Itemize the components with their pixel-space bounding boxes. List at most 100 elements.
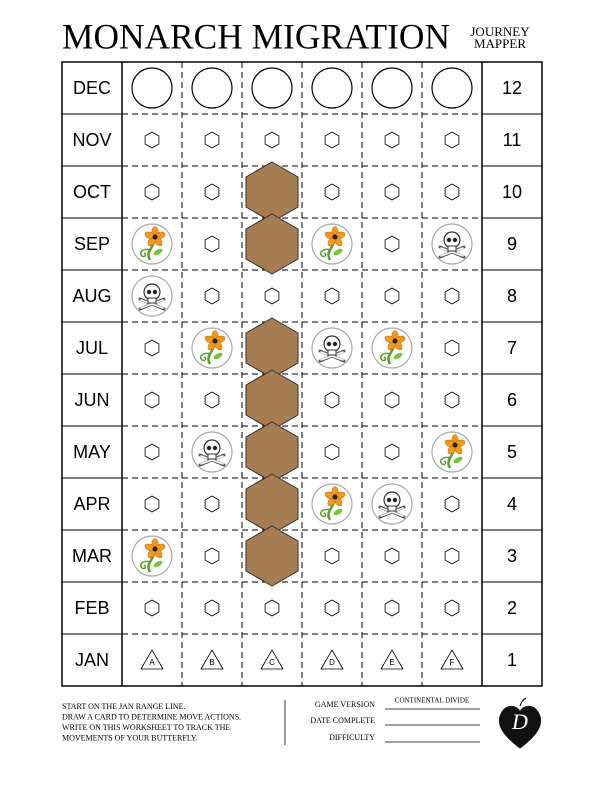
column-letter: E	[389, 658, 394, 667]
destination-circle	[251, 67, 293, 109]
skull-eye	[386, 497, 392, 503]
skull-token	[431, 223, 473, 265]
hex-space	[444, 495, 460, 513]
flower-center	[152, 546, 158, 552]
path-hex	[245, 473, 299, 535]
skull-token	[131, 275, 173, 317]
flower-center	[332, 234, 338, 240]
skull-eye	[146, 289, 152, 295]
row-number: 4	[507, 494, 517, 514]
row-number: 6	[507, 390, 517, 410]
column-letter: D	[329, 658, 335, 667]
month-label: NOV	[72, 130, 111, 150]
hex-space	[204, 235, 220, 253]
start-triangle	[260, 649, 284, 670]
leaf	[153, 248, 163, 256]
leaf	[213, 352, 223, 360]
month-label: JAN	[75, 650, 109, 670]
destination-circle	[131, 67, 173, 109]
column-letter: B	[209, 658, 214, 667]
hex-space	[324, 443, 340, 461]
skull-jaw	[147, 297, 157, 304]
hex-space	[444, 287, 460, 305]
column-letter: A	[149, 658, 155, 667]
hex-space	[444, 547, 460, 565]
destination-circle	[311, 67, 353, 109]
path-hex	[245, 421, 299, 483]
month-label: JUL	[76, 338, 108, 358]
subtitle: JOURNEY	[470, 24, 530, 39]
vine	[379, 352, 391, 362]
flower-token	[131, 535, 173, 577]
flower-token	[311, 223, 353, 265]
flower-center	[332, 494, 338, 500]
hex-space	[204, 287, 220, 305]
row-number: 5	[507, 442, 517, 462]
hex-space	[384, 599, 400, 617]
hex-space	[324, 599, 340, 617]
instruction-line: START ON THE JAN RANGE LINE.	[62, 702, 185, 711]
leaf	[453, 456, 463, 464]
bone	[380, 507, 404, 517]
bone	[440, 247, 464, 257]
skull-eye	[446, 237, 452, 243]
row-number: 9	[507, 234, 517, 254]
row-number: 7	[507, 338, 517, 358]
field-label: DIFFICULTY	[329, 733, 375, 742]
column-letter: F	[450, 658, 455, 667]
row-number: 2	[507, 598, 517, 618]
hex-space	[264, 287, 280, 305]
instruction-line: WRITE ON THIS WORKSHEET TO TRACK THE	[62, 723, 230, 732]
skull-eye	[212, 445, 218, 451]
start-triangle	[380, 649, 404, 670]
hex-space	[384, 547, 400, 565]
hex-space	[144, 443, 160, 461]
month-label: MAY	[73, 442, 111, 462]
title: MONARCH MIGRATION	[62, 16, 450, 56]
hex-space	[444, 183, 460, 201]
destination-circle	[191, 67, 233, 109]
month-label: FEB	[74, 598, 109, 618]
leaf	[393, 352, 403, 360]
hex-space	[204, 599, 220, 617]
skull-jaw	[387, 505, 397, 512]
bone	[140, 299, 164, 309]
grid-border	[61, 61, 543, 687]
row-number: 1	[507, 650, 517, 670]
skull-jaw	[327, 349, 337, 356]
path-hex	[245, 213, 299, 275]
hex-space	[204, 391, 220, 409]
hex-space	[324, 183, 340, 201]
hex-space	[204, 131, 220, 149]
hex-space	[144, 339, 160, 357]
hex-space	[264, 599, 280, 617]
vine	[439, 456, 451, 466]
start-triangle	[200, 649, 224, 670]
logo-heart	[498, 705, 542, 749]
logo-stem	[519, 697, 527, 707]
leaf	[333, 508, 343, 516]
subtitle: MAPPER	[474, 36, 526, 51]
skull-jaw	[207, 453, 217, 460]
hex-space	[384, 235, 400, 253]
vine	[319, 248, 331, 258]
skull-eye	[206, 445, 212, 451]
skull-token	[371, 483, 413, 525]
leaf	[153, 560, 163, 568]
path-hex	[245, 525, 299, 587]
hex-space	[144, 183, 160, 201]
skull-jaw	[447, 245, 457, 252]
skull-eye	[452, 237, 458, 243]
hex-space	[384, 287, 400, 305]
hex-space	[444, 131, 460, 149]
hex-space	[204, 183, 220, 201]
bone	[320, 351, 344, 361]
start-triangle	[140, 649, 164, 670]
hex-space	[384, 183, 400, 201]
flower-token	[191, 327, 233, 369]
hex-space	[204, 495, 220, 513]
flower-token	[311, 483, 353, 525]
vine	[199, 352, 211, 362]
